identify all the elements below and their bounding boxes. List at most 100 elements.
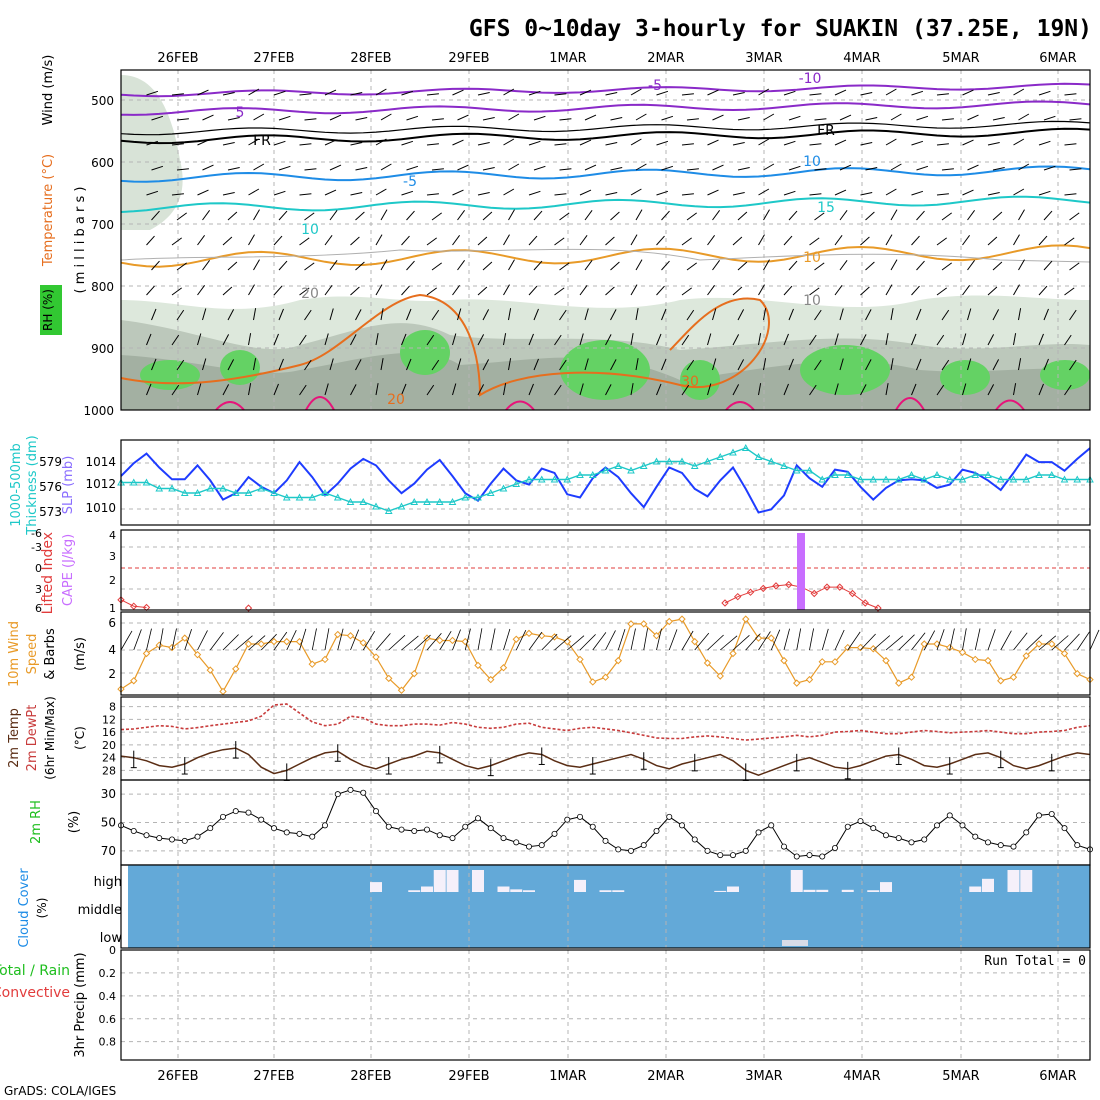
wind-barb [630, 188, 642, 196]
wind-barb [758, 88, 770, 96]
wind-barb [151, 115, 164, 121]
wind-speed-marker [295, 637, 304, 646]
wind-barb [273, 285, 283, 296]
wind-barb [737, 167, 750, 171]
thickness-marker [933, 470, 941, 478]
precip-tick-label: 0.8 [99, 1036, 117, 1049]
cloud-high-bar [612, 890, 625, 892]
wind-barb [635, 163, 647, 171]
wind-barb [941, 309, 950, 321]
wind-barb [171, 143, 184, 146]
surface-wind-barb [579, 634, 596, 651]
surface-wind-barb [248, 635, 266, 651]
wind-barb [712, 308, 717, 321]
cloud-axis-label: Cloud Cover [17, 868, 32, 948]
wind-barb [477, 142, 490, 146]
wind-barb [732, 236, 743, 246]
wind-barb [962, 333, 967, 346]
wind-barb [681, 334, 690, 346]
thickness-marker [397, 502, 406, 510]
wind-barb [482, 117, 495, 121]
cloud-level-label: middle [78, 903, 122, 918]
isotherm-minus-10 [120, 82, 1091, 98]
wind-barb [452, 139, 464, 146]
wind-barb [860, 92, 873, 96]
date-label-bottom: 4MAR [843, 1069, 880, 1084]
cape-tick-label: 2 [109, 574, 116, 587]
rh-marker [1048, 811, 1055, 818]
wind-barb [707, 189, 719, 196]
rh-marker [921, 836, 928, 843]
wind-barb [1038, 235, 1048, 246]
wind-barb [656, 383, 662, 396]
wind-barb [732, 286, 743, 296]
surface-wind-barb [1000, 630, 1012, 651]
surface-wind-barb [528, 631, 543, 651]
contour-label: FR [817, 123, 835, 139]
thickness-line [121, 447, 1090, 512]
wind-barb [890, 308, 894, 321]
surface-wind-barb [477, 628, 483, 651]
wind-barb [911, 190, 924, 196]
date-label-bottom: 5MAR [942, 1069, 979, 1084]
surface-wind-barb [732, 635, 750, 651]
cloud-high-bar [523, 890, 535, 892]
wind-barb [783, 333, 789, 346]
wind-speed-marker [219, 687, 227, 696]
wind-barb [865, 167, 878, 171]
isotherm-20 [120, 293, 770, 397]
wind-axis-unit: (m/s) [73, 637, 88, 671]
wind-barb [1043, 358, 1049, 371]
thickness-tick-label: 576 [39, 480, 62, 494]
wind-barb [227, 359, 235, 371]
wind-barb [630, 234, 638, 246]
rh-marker [334, 791, 341, 798]
wind-barb [375, 284, 383, 296]
thickness-marker [308, 493, 317, 501]
rh-marker [691, 836, 698, 843]
wind-barb [528, 190, 541, 196]
wind-barb [477, 384, 485, 396]
thickness-marker [448, 497, 457, 505]
pressure-tick-label: 600 [91, 156, 114, 170]
wind-barb [176, 118, 189, 121]
wind-speed-marker [818, 658, 826, 666]
wind-barb [528, 235, 538, 246]
wind-barb [809, 334, 817, 346]
thickness-marker [767, 457, 776, 465]
wind-barb [967, 260, 976, 271]
precip-panel-frame [120, 949, 1091, 1061]
surface-wind-barb [987, 629, 996, 651]
wind-barb [253, 113, 265, 121]
wind-barb [661, 358, 667, 371]
wind-barb [860, 334, 867, 346]
wind-barb [503, 383, 507, 396]
lifted-index-axis-label: Lifted Index [40, 532, 56, 614]
thickness-marker [716, 452, 725, 460]
wind-speed-marker [958, 648, 967, 657]
wind-barb [865, 211, 875, 221]
surface-wind-barb [643, 628, 648, 651]
thickness-marker [1047, 470, 1056, 478]
contour-label: 10 [803, 250, 821, 266]
thickness-marker [231, 488, 240, 496]
surface-wind-barb [299, 628, 307, 651]
thickness-marker [920, 475, 929, 483]
wind-barb [278, 115, 291, 121]
rh-marker [526, 843, 533, 850]
surface-wind-barb [758, 631, 771, 651]
wind-barb [992, 359, 1000, 371]
rh-marker [360, 789, 367, 796]
surface-wind-barb [745, 633, 761, 651]
thickness-marker [665, 457, 674, 465]
wind-barb [686, 212, 697, 221]
wind-speed-marker [805, 675, 814, 684]
cloud-high-bar [408, 890, 421, 892]
rh-70-patch [1040, 360, 1090, 390]
wind-speed-marker [665, 617, 673, 626]
wind-speed-marker [283, 637, 291, 646]
wind-barb [865, 261, 875, 271]
wind-barb [559, 118, 572, 121]
isotherm-25 [895, 397, 925, 411]
pressure-tick-label: 800 [91, 280, 114, 294]
